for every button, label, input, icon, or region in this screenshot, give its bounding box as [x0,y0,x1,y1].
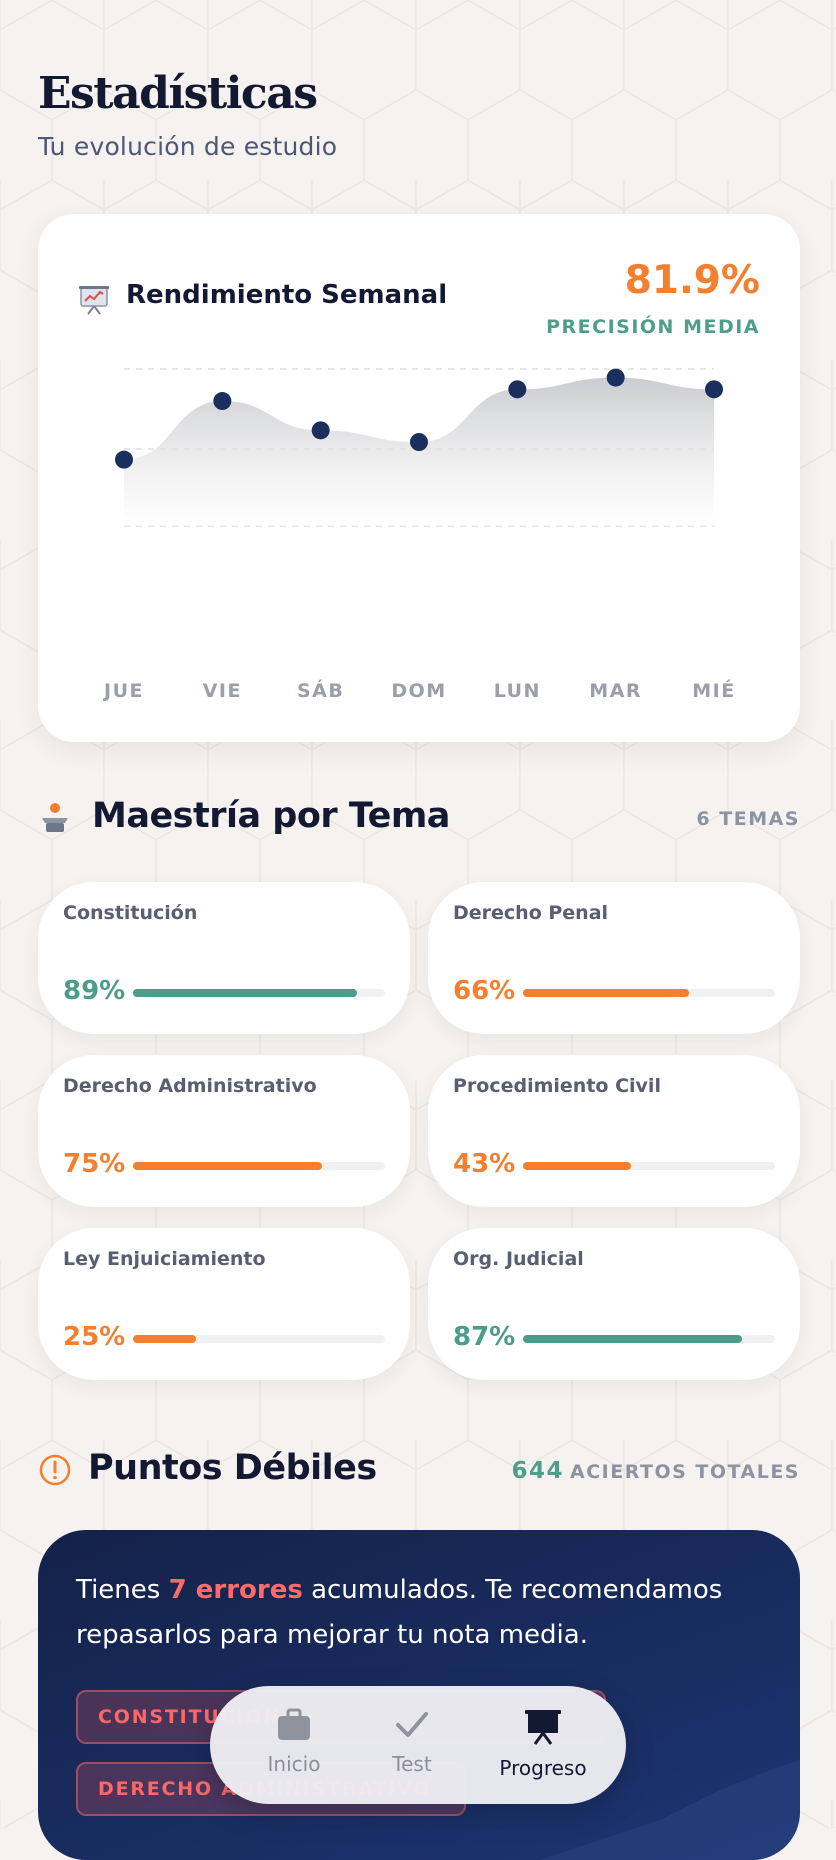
topic-percentage: 89% [63,976,126,1006]
topic-progress-fill [133,1335,196,1343]
nav-item-inicio[interactable]: Inicio [244,1708,344,1792]
topic-name: Derecho Penal [453,902,609,924]
topic-progress-fill [523,1335,743,1343]
chart-x-label: DOM [391,680,446,702]
topic-percentage: 25% [63,1322,126,1352]
topic-card[interactable]: Org. Judicial 87% [428,1228,800,1380]
briefcase-icon [278,1708,310,1740]
weak-points-message: Tienes 7 errores acumulados. Te recomend… [76,1568,766,1658]
topic-progress-fill [523,989,690,997]
chart-x-label: LUN [494,680,541,702]
weekly-area-chart: JUE VIE SÁB DOM LUN MAR MIÉ [102,368,735,702]
chart-point-vie [213,392,232,411]
chart-area-fill [124,377,714,526]
total-correct-label: ACIERTOS TOTALES [570,1461,800,1483]
chart-point-sáb [311,421,330,440]
topic-name: Org. Judicial [453,1248,584,1270]
presentation-board-icon [525,1710,561,1745]
podium-icon [42,803,68,832]
topic-name: Procedimiento Civil [453,1075,661,1097]
page-title: Estadísticas [38,68,318,119]
average-accuracy-label: PRECISIÓN MEDIA [546,316,760,338]
chart-x-label: JUE [102,680,144,702]
nav-item-label: Test [392,1752,432,1776]
topic-progress-fill [523,1162,632,1170]
chart-point-mar [606,368,625,387]
chart-x-label: MAR [589,680,642,702]
topic-name: Derecho Administrativo [63,1075,317,1097]
topic-percentage: 43% [453,1149,516,1179]
alert-circle-icon [39,1454,71,1486]
chart-point-dom [410,433,428,452]
weak-points-title: Puntos Débiles [88,1448,377,1488]
topic-percentage: 66% [453,976,516,1006]
check-icon [396,1712,428,1737]
topic-progress-fill [133,989,358,997]
topic-name: Ley Enjuiciamiento [63,1248,266,1270]
topic-card[interactable]: Procedimiento Civil 43% [428,1055,800,1207]
average-accuracy-value: 81.9% [624,258,760,303]
total-correct: 644 ACIERTOS TOTALES [512,1458,800,1484]
chart-point-jue [115,450,133,469]
topic-progress-fill [133,1162,322,1170]
weekly-performance-card: Rendimiento Semanal 81.9% PRECISIÓN MEDI… [38,214,800,742]
total-correct-number: 644 [511,1458,565,1484]
topic-name: Constitución [63,902,198,924]
topic-percentage: 75% [63,1149,126,1179]
topic-card[interactable]: Constitución 89% [38,882,410,1034]
chart-x-label: MIÉ [692,679,735,702]
topic-progress-bar [523,989,775,997]
chart-point-lun [508,380,527,399]
mastery-title: Maestría por Tema [92,796,450,836]
page-subtitle: Tu evolución de estudio [38,132,338,161]
chart-x-label: VIE [203,680,242,702]
topic-card[interactable]: Ley Enjuiciamiento 25% [38,1228,410,1380]
nav-item-progreso[interactable]: Progreso [480,1708,606,1792]
nav-item-test[interactable]: Test [362,1708,462,1792]
topic-progress-bar [133,1162,385,1170]
chart-point-mié [705,380,723,399]
error-count-highlight: 7 errores [168,1575,303,1605]
chart-presentation-icon [79,286,109,315]
topic-card[interactable]: Derecho Penal 66% [428,882,800,1034]
weekly-chart-title: Rendimiento Semanal [126,280,448,310]
topic-progress-bar [133,1335,385,1343]
message-suffix: acumulados. Te recomendamos repasarlos p… [76,1575,723,1650]
chart-x-label: SÁB [297,679,344,702]
topic-percentage: 87% [453,1322,516,1352]
bottom-navigation: Inicio Test Progreso [210,1686,626,1804]
topic-count: 6 TEMAS [696,808,800,830]
nav-item-label: Inicio [267,1752,321,1776]
topic-card[interactable]: Derecho Administrativo 75% [38,1055,410,1207]
topic-progress-bar [133,989,385,997]
nav-item-label: Progreso [499,1756,587,1780]
topic-progress-bar [523,1335,775,1343]
message-prefix: Tienes [76,1575,169,1605]
topic-progress-bar [523,1162,775,1170]
